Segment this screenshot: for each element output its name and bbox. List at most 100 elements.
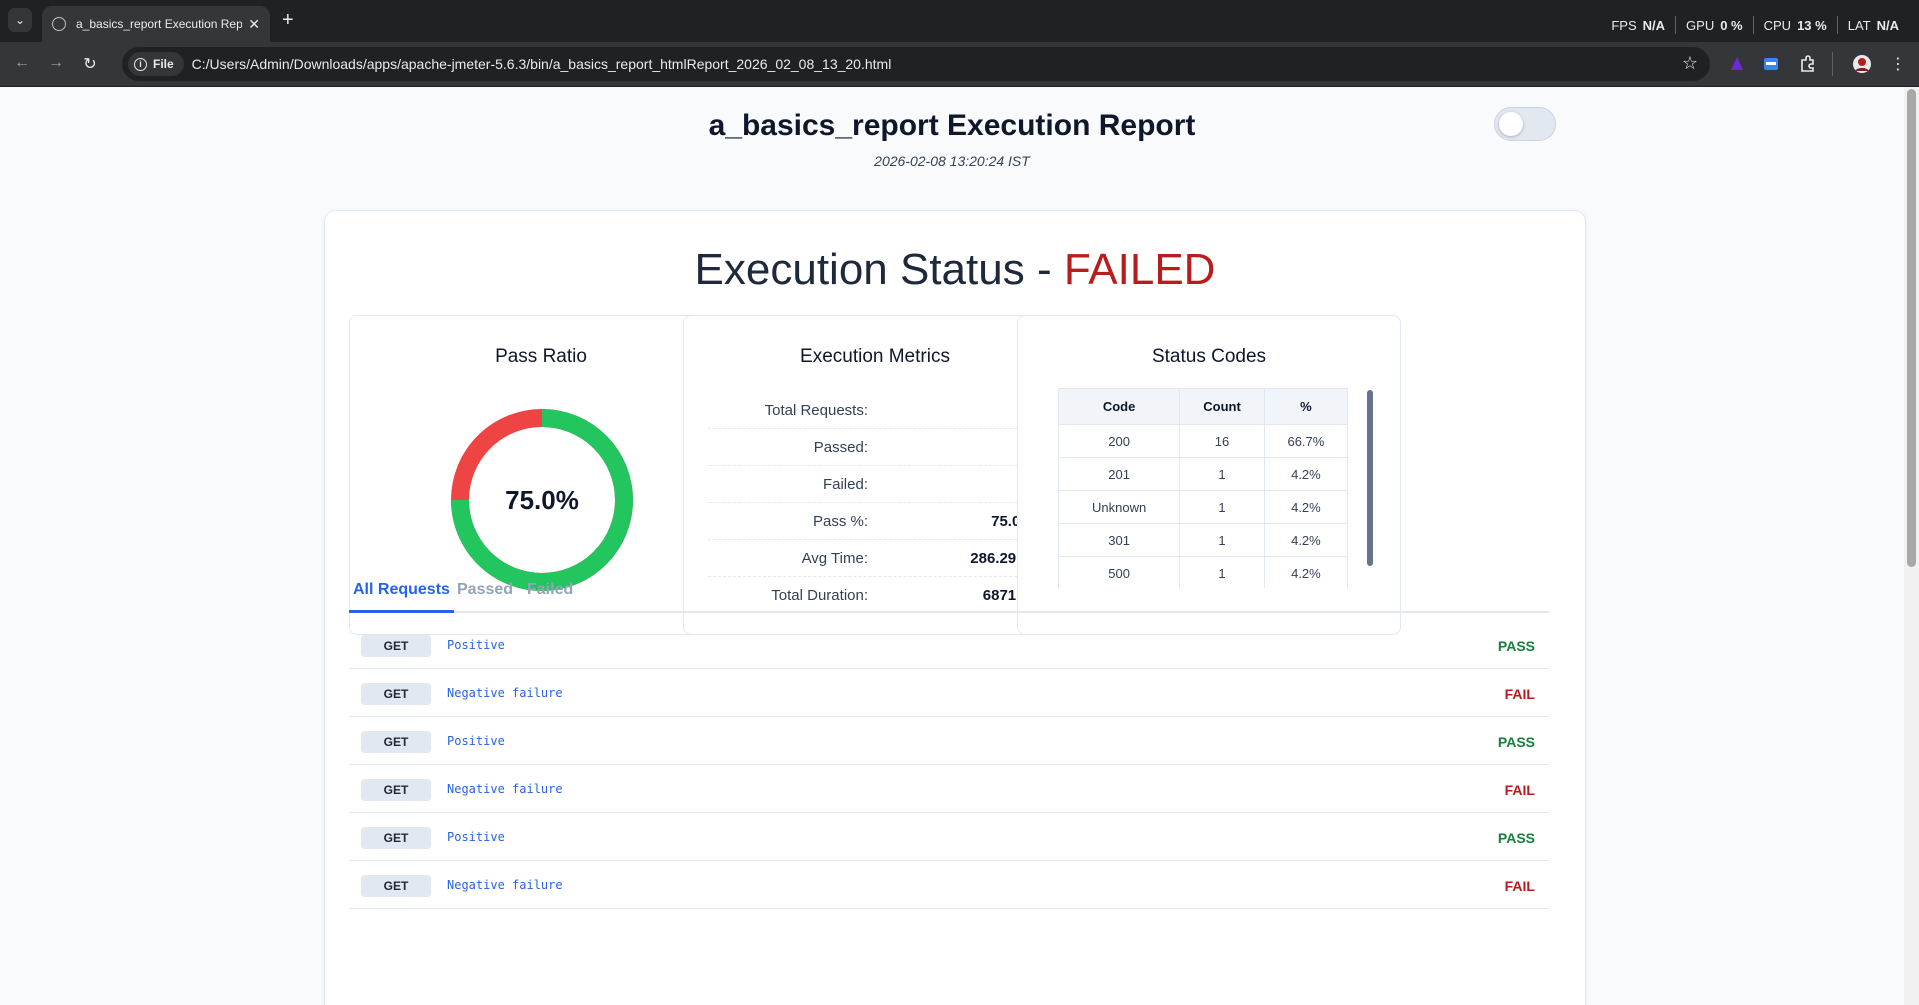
more-menu-icon[interactable]: ⋮ xyxy=(1890,56,1906,73)
http-method-badge: GET xyxy=(361,731,431,753)
lat-readout: LAT N/A xyxy=(1847,17,1899,33)
page-scrollbar-thumb[interactable] xyxy=(1907,89,1916,567)
pass-ratio-panel: Pass Ratio 75.0% xyxy=(349,315,733,635)
pass-ratio-title: Pass Ratio xyxy=(495,346,587,367)
metric-label: Total Duration: xyxy=(771,587,868,604)
extensions-puzzle-icon[interactable] xyxy=(1798,55,1816,73)
request-status: FAIL xyxy=(1504,782,1535,798)
divider xyxy=(1836,16,1838,34)
theme-toggle[interactable] xyxy=(1494,107,1556,141)
cell-code: 301 xyxy=(1058,523,1181,557)
metric-total-requests: Total Requests:24 xyxy=(708,392,1042,429)
status-codes-table-container[interactable]: Code Count % 200 16 66.7% 201 1 4.2% Unknown… xyxy=(1058,388,1348,588)
cell-count: 1 xyxy=(1179,523,1265,557)
tab-passed[interactable]: Passed xyxy=(457,581,514,598)
profile-avatar-icon[interactable] xyxy=(1852,54,1872,74)
forward-arrow-icon[interactable]: → xyxy=(48,54,64,71)
request-name[interactable]: Negative failure xyxy=(447,782,563,796)
request-status: PASS xyxy=(1497,830,1535,846)
cell-code: Unknown xyxy=(1058,490,1181,524)
column-header-code: Code xyxy=(1058,388,1181,425)
metric-label: Total Requests: xyxy=(764,401,868,419)
globe-icon xyxy=(52,17,66,31)
cell-percent: 4.2% xyxy=(1263,523,1348,557)
address-bar[interactable]: i File C:/Users/Admin/Downloads/apps/apa… xyxy=(122,47,1710,81)
tab-all-requests[interactable]: All Requests xyxy=(349,581,454,613)
cell-count: 1 xyxy=(1179,457,1265,491)
back-arrow-icon[interactable]: ← xyxy=(14,54,30,71)
execution-metrics-title: Execution Metrics xyxy=(800,346,950,367)
close-icon[interactable]: ✕ xyxy=(248,15,260,32)
metric-passed: Passed:18 xyxy=(708,429,1042,466)
gpu-readout: GPU 0 % xyxy=(1686,17,1743,33)
metric-value: 18 xyxy=(868,439,1042,456)
reload-icon[interactable]: ↻ xyxy=(83,56,97,73)
browser-tab[interactable]: a_basics_report Execution Report ✕ xyxy=(42,6,270,42)
http-method-badge: GET xyxy=(361,683,431,705)
table-row: 301 1 4.2% xyxy=(1058,523,1348,557)
pass-ratio-label: 75.0% xyxy=(505,484,579,515)
request-name[interactable]: Positive xyxy=(447,830,505,844)
execution-summary-card: Execution Status - FAILED Pass Ratio 75.… xyxy=(324,210,1586,1005)
performance-overlay: FPS N/A GPU 0 % CPU 13 % LAT N/A xyxy=(1611,16,1899,34)
execution-status-prefix: Execution Status - xyxy=(694,245,1064,294)
report-title: a_basics_report Execution Report xyxy=(708,109,1196,142)
extension-purple-icon[interactable] xyxy=(1728,55,1746,73)
table-row: Unknown 1 4.2% xyxy=(1058,490,1348,524)
bookmark-star-icon[interactable]: ☆ xyxy=(1681,53,1698,73)
request-status: PASS xyxy=(1497,638,1535,654)
browser-toolbar: ← → ↻ i File C:/Users/Admin/Downloads/ap… xyxy=(0,42,1919,87)
cell-percent: 66.7% xyxy=(1263,424,1348,458)
cell-count: 16 xyxy=(1179,424,1265,458)
http-method-badge: GET xyxy=(361,779,431,801)
cell-percent: 4.2% xyxy=(1263,490,1348,524)
request-name[interactable]: Positive xyxy=(447,638,505,652)
new-tab-plus-icon[interactable]: + xyxy=(282,9,294,31)
request-row[interactable]: GET Negative failure FAIL xyxy=(349,765,1549,813)
report-page: a_basics_report Execution Report 2026-02… xyxy=(0,87,1904,1005)
request-row[interactable]: GET Positive PASS xyxy=(349,621,1549,669)
column-header-count: Count xyxy=(1179,388,1265,425)
request-list: GET Positive PASS GET Negative failure F… xyxy=(349,621,1549,909)
tab-failed[interactable]: Failed xyxy=(527,581,574,598)
request-name[interactable]: Negative failure xyxy=(447,878,563,892)
request-row[interactable]: GET Positive PASS xyxy=(349,813,1549,861)
cell-percent: 4.2% xyxy=(1263,457,1348,491)
request-name[interactable]: Positive xyxy=(447,734,505,748)
metric-label: Failed: xyxy=(822,475,868,493)
request-filter-tabs: All Requests Passed Failed xyxy=(349,573,1549,613)
execution-status-value: FAILED xyxy=(1063,245,1216,294)
request-row[interactable]: GET Negative failure FAIL xyxy=(349,861,1549,909)
request-status: FAIL xyxy=(1504,878,1535,894)
page-scrollbar[interactable] xyxy=(1904,87,1919,1005)
divider xyxy=(1832,52,1833,76)
request-name[interactable]: Negative failure xyxy=(447,686,563,700)
table-header-row: Code Count % xyxy=(1058,388,1348,425)
cell-code: 500 xyxy=(1058,556,1181,588)
tab-search-chevron-icon[interactable]: ⌄ xyxy=(8,8,32,32)
cell-code: 201 xyxy=(1058,457,1181,491)
http-method-badge: GET xyxy=(361,827,431,849)
cell-code: 200 xyxy=(1058,424,1181,458)
metric-label: Passed: xyxy=(813,438,868,456)
request-row[interactable]: GET Negative failure FAIL xyxy=(349,669,1549,717)
donut-pass-segment xyxy=(451,409,633,591)
extension-blue-icon[interactable] xyxy=(1762,55,1780,73)
fps-readout: FPS N/A xyxy=(1611,17,1666,33)
metric-label: Avg Time: xyxy=(801,549,868,567)
metric-value: 286.29 ms xyxy=(970,549,1042,567)
url-text[interactable]: C:/Users/Admin/Downloads/apps/apache-jme… xyxy=(191,56,892,72)
divider xyxy=(1752,16,1754,34)
status-codes-scrollbar[interactable] xyxy=(1367,390,1373,566)
http-method-badge: GET xyxy=(361,875,431,897)
browser-tab-title: a_basics_report Execution Report xyxy=(76,17,243,31)
browser-tab-bar: ⌄ a_basics_report Execution Report ✕ + F… xyxy=(0,0,1919,42)
request-status: PASS xyxy=(1497,734,1535,750)
report-timestamp: 2026-02-08 13:20:24 IST xyxy=(874,153,1030,169)
status-codes-title: Status Codes xyxy=(1151,346,1267,367)
metric-value: 6 xyxy=(868,476,1042,493)
metric-pass-percent: Pass %:75.00% xyxy=(708,503,1042,540)
site-info-chip[interactable]: i File xyxy=(128,52,184,76)
toggle-knob xyxy=(1499,112,1523,136)
request-row[interactable]: GET Positive PASS xyxy=(349,717,1549,765)
